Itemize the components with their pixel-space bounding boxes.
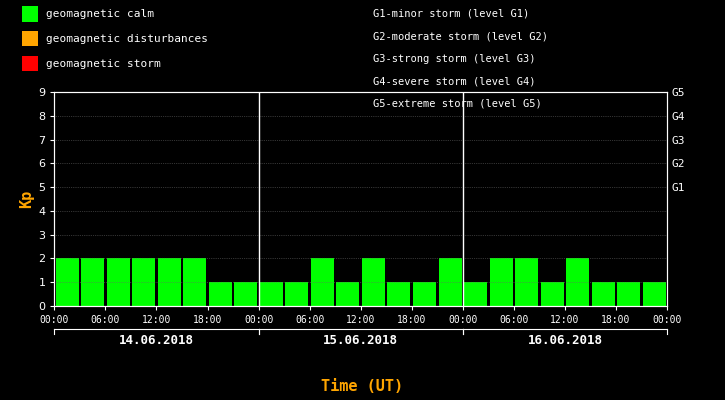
Text: G2-moderate storm (level G2): G2-moderate storm (level G2) — [373, 32, 548, 42]
Text: geomagnetic storm: geomagnetic storm — [46, 59, 161, 69]
Bar — [617, 282, 640, 306]
Bar — [286, 282, 308, 306]
Bar — [515, 258, 538, 306]
Bar — [311, 258, 334, 306]
Bar — [158, 258, 181, 306]
Text: 16.06.2018: 16.06.2018 — [527, 334, 602, 346]
Bar — [183, 258, 206, 306]
Text: G1-minor storm (level G1): G1-minor storm (level G1) — [373, 9, 530, 19]
Bar — [643, 282, 666, 306]
Text: geomagnetic disturbances: geomagnetic disturbances — [46, 34, 208, 44]
Bar — [234, 282, 257, 306]
Bar — [413, 282, 436, 306]
Bar — [132, 258, 155, 306]
Text: Time (UT): Time (UT) — [321, 379, 404, 394]
Text: 14.06.2018: 14.06.2018 — [119, 334, 194, 346]
Bar — [336, 282, 360, 306]
Bar — [56, 258, 78, 306]
Bar — [362, 258, 385, 306]
Text: geomagnetic calm: geomagnetic calm — [46, 9, 154, 19]
Bar — [489, 258, 513, 306]
Bar — [387, 282, 410, 306]
Bar — [81, 258, 104, 306]
Text: G4-severe storm (level G4): G4-severe storm (level G4) — [373, 76, 536, 86]
Text: 15.06.2018: 15.06.2018 — [323, 334, 398, 346]
Bar — [464, 282, 487, 306]
Bar — [566, 258, 589, 306]
Bar — [592, 282, 615, 306]
Bar — [439, 258, 462, 306]
Bar — [107, 258, 130, 306]
Text: G3-strong storm (level G3): G3-strong storm (level G3) — [373, 54, 536, 64]
Y-axis label: Kp: Kp — [19, 190, 34, 208]
Bar — [541, 282, 563, 306]
Bar — [209, 282, 232, 306]
Text: G5-extreme storm (level G5): G5-extreme storm (level G5) — [373, 99, 542, 109]
Bar — [260, 282, 283, 306]
